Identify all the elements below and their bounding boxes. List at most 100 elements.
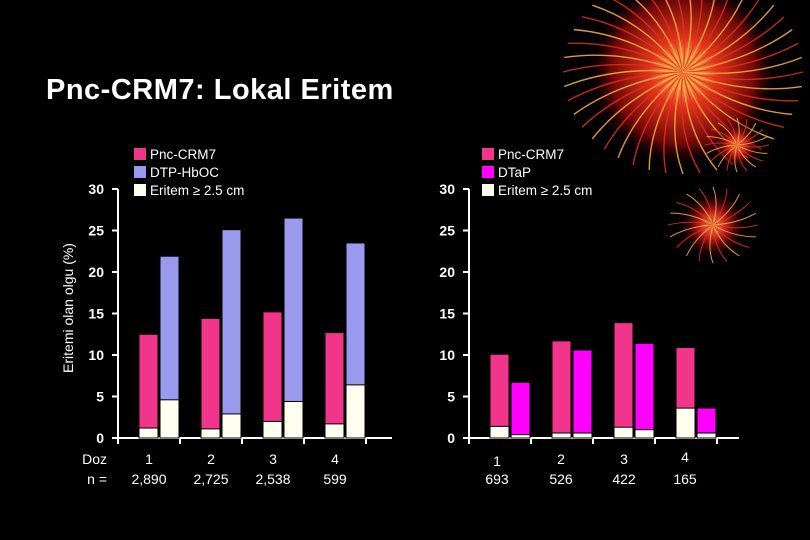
legend-swatch (134, 184, 146, 196)
firework-streak (670, 212, 714, 226)
firework-streak (734, 144, 738, 173)
firework-streak (712, 224, 756, 238)
left-x-labels: 1 2,890 2 2,725 3 2,538 4 599 (131, 451, 346, 487)
n-value-label: 693 (485, 471, 509, 487)
firework-streak (682, 71, 804, 81)
firework-streak (617, 71, 684, 159)
firework-streak (736, 119, 748, 146)
firework-streak (592, 4, 684, 73)
firework-streak (612, 0, 684, 73)
bar-eritem-2-5cm (551, 432, 572, 439)
firework-streak (736, 117, 740, 146)
right-bars (489, 322, 717, 439)
firework-streak (712, 212, 757, 226)
x-category-label: 2 (207, 451, 215, 467)
firework-streak (682, 71, 802, 90)
firework-streak (736, 144, 757, 168)
firework-streak (581, 16, 684, 73)
doz-row-label: Doz (82, 451, 107, 467)
y-tick-label: 10 (439, 347, 455, 363)
firework-streak (682, 42, 799, 73)
firework-streak (712, 202, 750, 226)
firework-streak (573, 71, 684, 115)
firework-streak (603, 71, 684, 150)
right-chart: 0 5 10 15 20 25 30 Pnc-CRM7 DTaP Eritem ≥ 2.5 cm… (439, 147, 739, 487)
firework-streak (682, 71, 793, 116)
firework-streak (712, 193, 740, 226)
firework-streak (667, 221, 714, 226)
bar-eritem-2-5cm (510, 434, 531, 439)
firework-streak (563, 69, 684, 88)
bar-eritem-2-5cm (262, 420, 283, 439)
y-tick-label: 25 (88, 223, 104, 239)
bar-eritem-2-5cm (613, 426, 634, 439)
legend-swatch (482, 148, 494, 160)
firework-streak (736, 136, 768, 146)
firework-streak (712, 186, 717, 226)
bar-pnc-crm7 (489, 353, 510, 439)
legend-label: DTaP (498, 165, 531, 180)
bar-eritem-2-5cm (159, 399, 180, 439)
bar-eritem-2-5cm (221, 413, 242, 439)
firework-streak (682, 0, 729, 73)
firework-streak (712, 224, 759, 229)
firework-streak (564, 54, 684, 73)
firework-streak (682, 71, 785, 128)
n-value-label: 422 (612, 471, 636, 487)
bar-pnc-crm7 (324, 332, 345, 439)
y-tick-label: 5 (96, 389, 104, 405)
firework-streak (682, 0, 703, 73)
firework-streak (567, 71, 684, 102)
y-tick-label: 30 (88, 181, 104, 197)
bar-eritem-2-5cm (324, 423, 345, 439)
right-legend: Pnc-CRM7 DTaP Eritem ≥ 2.5 cm (482, 147, 592, 198)
firework-streak (709, 224, 714, 264)
legend-label: Pnc-CRM7 (150, 147, 216, 162)
firework-streak (676, 224, 714, 248)
firework-streak (698, 224, 714, 262)
legend-label: Eritem ≥ 2.5 cm (498, 183, 592, 198)
firework-streak (682, 0, 760, 73)
firework-streak (686, 193, 714, 226)
firework-streak (663, 71, 684, 174)
x-category-label: 1 (493, 453, 501, 469)
firework-streak (651, 0, 684, 73)
n-value-label: 2,538 (255, 471, 290, 487)
firework-streak (682, 71, 718, 171)
bar-eritem-2-5cm (634, 429, 655, 439)
x-category-label: 2 (557, 451, 565, 467)
firework-streak (682, 0, 743, 73)
bar-eritem-2-5cm (138, 427, 159, 439)
bar-comparator (510, 381, 531, 439)
y-tick-label: 10 (88, 347, 104, 363)
bar-eritem-2-5cm (489, 425, 510, 439)
firework-streak (710, 128, 738, 146)
legend-label: DTP-HbOC (150, 165, 219, 180)
right-y-axis: 0 5 10 15 20 25 30 (439, 181, 739, 446)
legend-swatch (482, 166, 494, 178)
n-value-label: 2,890 (131, 471, 166, 487)
bar-pnc-crm7 (613, 322, 634, 439)
bar-pnc-crm7 (200, 317, 221, 439)
legend-swatch (482, 184, 494, 196)
firework-streak (632, 71, 684, 165)
firework-streak (682, 0, 692, 73)
left-chart: Eritemi olan olgu (%) 0 5 10 15 20 25 30 Pnc-C… (60, 147, 392, 487)
bar-pnc-crm7 (138, 333, 159, 439)
firework-streak (726, 118, 738, 146)
firework-streak (706, 144, 738, 154)
bar-eritem-2-5cm (675, 407, 696, 439)
firework-streak (712, 224, 750, 248)
firework-streak (686, 224, 714, 257)
legend-swatch (134, 148, 146, 160)
n-value-label: 599 (323, 471, 347, 487)
n-value-label: 165 (673, 471, 697, 487)
firework-streak (736, 128, 764, 146)
bar-eritem-2-5cm (345, 384, 366, 439)
firework-streak (712, 188, 728, 226)
firework-streak (682, 4, 775, 73)
firework-streak (682, 71, 799, 102)
x-category-label: 3 (269, 451, 277, 467)
firework-streak (581, 71, 684, 128)
n-value-label: 526 (549, 471, 573, 487)
